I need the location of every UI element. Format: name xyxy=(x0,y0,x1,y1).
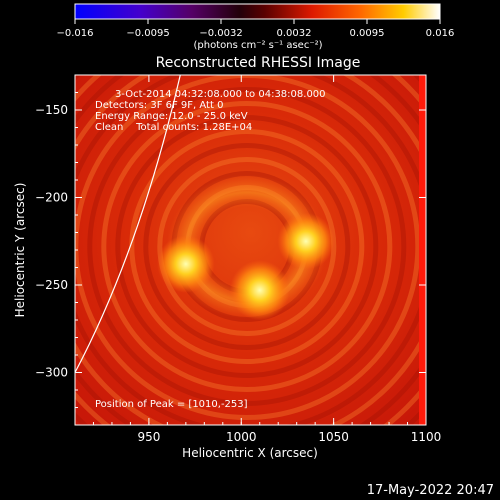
y-tick-label: −150 xyxy=(35,103,68,117)
y-axis-label: Heliocentric Y (arcsec) xyxy=(13,183,27,318)
colorbar-tick-label: −0.016 xyxy=(56,28,93,39)
ripple-ring xyxy=(143,143,351,350)
colorbar-tick-label: −0.0095 xyxy=(126,28,169,39)
colorbar-ticks: −0.016 −0.0095 −0.0032 0.0032 0.0095 0.016 xyxy=(56,19,454,39)
colorbar-tick-label: 0.0032 xyxy=(277,28,312,39)
annotation-peak-position: Position of Peak = [1010,-253] xyxy=(95,399,248,410)
y-axis-ticks: −150 −200 −250 −300 xyxy=(35,74,426,408)
x-axis-label: Heliocentric X (arcsec) xyxy=(182,446,318,460)
y-tick-label: −250 xyxy=(35,278,68,292)
source-blob xyxy=(157,235,215,293)
annotation-time-range: 3-Oct-2014 04:32:08.000 to 04:38:08.000 xyxy=(115,89,326,100)
colorbar-tick-label: 0.016 xyxy=(426,28,455,39)
x-tick-label: 1050 xyxy=(318,430,349,444)
annotations: 3-Oct-2014 04:32:08.000 to 04:38:08.000 … xyxy=(95,89,326,410)
annotation-energy-range: Energy Range: 12.0 - 25.0 keV xyxy=(95,111,248,122)
ripple-ring xyxy=(101,101,393,392)
ripple-ring xyxy=(129,129,365,364)
ripple-ring xyxy=(115,115,379,378)
x-axis-ticks: 950 1000 1050 1100 xyxy=(74,75,442,444)
colorbar xyxy=(74,3,441,20)
colorbar-tick-label: 0.0095 xyxy=(350,28,385,39)
y-tick-label: −300 xyxy=(35,366,68,380)
y-tick-label: −200 xyxy=(35,191,68,205)
x-tick-label: 950 xyxy=(137,430,160,444)
colorbar-unit-label: (photons cm⁻² s⁻¹ asec⁻²) xyxy=(193,40,322,51)
solar-limb xyxy=(75,75,181,373)
timestamp: 17-May-2022 20:47 xyxy=(367,483,494,498)
chart-title: Reconstructed RHESSI Image xyxy=(156,55,361,71)
source-blob xyxy=(229,260,290,321)
x-tick-label: 1100 xyxy=(411,430,442,444)
source-blob xyxy=(277,212,335,270)
annotation-counts: Clean Total counts: 1.28E+04 xyxy=(95,122,252,133)
annotation-detectors: Detectors: 3F 6F 9F, Att 0 xyxy=(95,100,223,111)
x-tick-label: 1000 xyxy=(226,430,257,444)
colorbar-tick-label: −0.0032 xyxy=(199,28,242,39)
ripple-ring xyxy=(87,87,407,406)
